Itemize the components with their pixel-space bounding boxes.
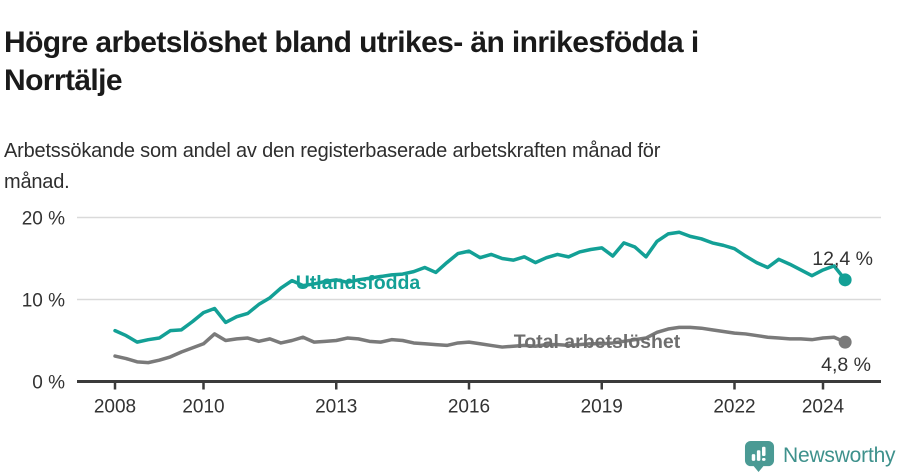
x-tick-label: 2019	[581, 397, 623, 418]
end-value-label-1: 4,8 %	[821, 354, 871, 376]
series-line-1	[113, 325, 847, 365]
chart-title-line-1: Högre arbetslöshet bland utrikes- än inr…	[4, 26, 699, 60]
x-tick-label: 2022	[713, 397, 755, 418]
series-line-0	[113, 230, 847, 344]
series-end-dot-0	[838, 273, 852, 287]
x-tick-label: 2016	[448, 397, 490, 418]
x-tick-label: 2010	[182, 397, 224, 418]
newsworthy-brand-footer: Newsworthy	[744, 439, 896, 472]
series-end-dot-1	[838, 335, 852, 349]
end-value-label-0: 12,4 %	[812, 248, 873, 270]
y-tick-label: 10 %	[22, 291, 65, 312]
chart-title: Högre arbetslöshet bland utrikes- än inr…	[4, 24, 869, 101]
x-tick-label: 2013	[315, 397, 357, 418]
chart-subtitle: Arbetssökande som andel av den registerb…	[4, 136, 849, 198]
series-label-1: Total arbetslöshet	[514, 331, 681, 353]
y-tick-label: 20 %	[22, 209, 65, 230]
series-label-0: Utlandsfödda	[296, 272, 421, 294]
newsworthy-logo-icon	[744, 440, 775, 472]
y-tick-label: 0 %	[32, 373, 65, 394]
brand-name: Newsworthy	[783, 443, 896, 467]
chart-subtitle-line-1: Arbetssökande som andel av den registerb…	[4, 140, 661, 162]
chart-title-line-2: Norrtälje	[4, 64, 123, 98]
x-tick-label: 2024	[802, 397, 845, 418]
chart-subtitle-line-2: månad.	[4, 171, 70, 193]
x-tick-label: 2008	[94, 397, 136, 418]
